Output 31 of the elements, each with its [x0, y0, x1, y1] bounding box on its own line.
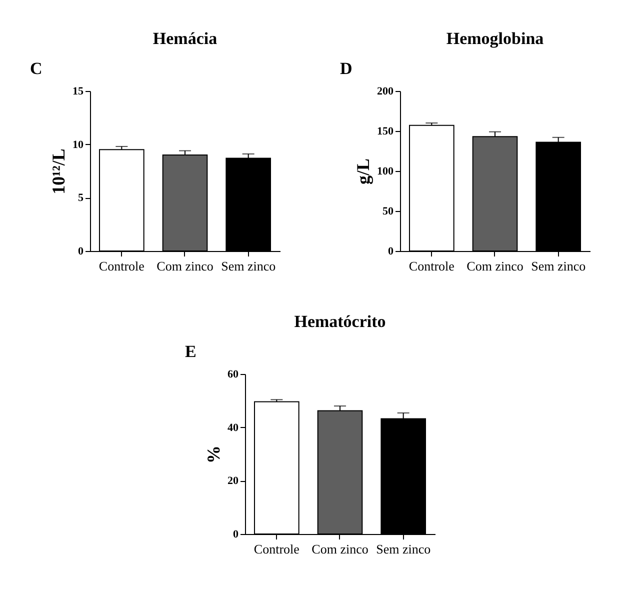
y-tick-label: 10 — [72, 138, 84, 151]
y-tick-label: 0 — [388, 246, 394, 258]
y-tick-label: 5 — [78, 192, 84, 204]
x-tick-label: Sem zinco — [221, 258, 276, 274]
text: E — [185, 342, 196, 361]
x-tick-label: Sem zinco — [531, 258, 586, 274]
y-tick-label: 0 — [78, 246, 84, 258]
x-tick-label: Sem zinco — [376, 542, 431, 556]
y-tick-label: 50 — [382, 206, 394, 218]
y-axis-title: 10¹²/L — [48, 148, 68, 194]
text: C — [30, 59, 42, 78]
x-tick-label: Controle — [98, 258, 145, 274]
y-tick-label: 40 — [228, 422, 239, 434]
y-axis-title: % — [204, 446, 224, 464]
x-tick-label: Com zinco — [312, 542, 368, 556]
x-tick-label: Controle — [254, 542, 300, 556]
x-tick-label: Com zinco — [156, 258, 214, 274]
chart-title: Hemácia — [152, 29, 218, 48]
y-tick-label: 20 — [228, 475, 239, 488]
y-tick-label: 15 — [72, 86, 84, 98]
x-tick-label: Controle — [408, 258, 455, 274]
y-tick-label: 0 — [233, 528, 239, 540]
y-axis-title: g/L — [353, 158, 373, 185]
text: D — [340, 59, 352, 78]
chart-title: Hematócrito — [294, 312, 386, 331]
chart-title: Hemoglobina — [446, 29, 544, 48]
y-tick-label: 60 — [228, 368, 239, 380]
y-tick-label: 150 — [377, 126, 394, 138]
y-tick-label: 200 — [377, 86, 394, 98]
x-tick-label: Com zinco — [466, 258, 524, 274]
y-tick-label: 100 — [377, 166, 394, 178]
